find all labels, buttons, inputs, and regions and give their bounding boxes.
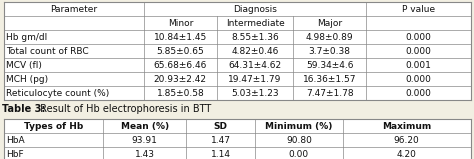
Text: Table 3:: Table 3: — [2, 104, 46, 114]
Text: 0.00: 0.00 — [289, 150, 309, 159]
Text: Reticulocyte count (%): Reticulocyte count (%) — [6, 89, 109, 98]
Bar — [4, 119, 471, 159]
Text: 16.36±1.57: 16.36±1.57 — [303, 75, 356, 84]
Text: 1.85±0.58: 1.85±0.58 — [156, 89, 204, 98]
Text: 4.20: 4.20 — [397, 150, 417, 159]
Text: 0.000: 0.000 — [406, 47, 431, 56]
Text: 59.34±4.6: 59.34±4.6 — [306, 61, 354, 70]
Text: 1.14: 1.14 — [210, 150, 231, 159]
Text: Hb gm/dl: Hb gm/dl — [6, 33, 47, 42]
Text: Total count of RBC: Total count of RBC — [6, 47, 89, 56]
Text: MCH (pg): MCH (pg) — [6, 75, 48, 84]
Text: Major: Major — [317, 19, 342, 28]
Text: HbA: HbA — [6, 136, 25, 145]
Text: 64.31±4.62: 64.31±4.62 — [228, 61, 282, 70]
Text: Maximum: Maximum — [382, 122, 431, 131]
Text: 10.84±1.45: 10.84±1.45 — [154, 33, 207, 42]
Text: P value: P value — [402, 5, 435, 14]
Text: Intermediate: Intermediate — [226, 19, 284, 28]
Text: Diagnosis: Diagnosis — [233, 5, 277, 14]
Text: 4.98±0.89: 4.98±0.89 — [306, 33, 354, 42]
Text: 1.43: 1.43 — [135, 150, 155, 159]
Text: 0.001: 0.001 — [406, 61, 431, 70]
Text: 19.47±1.79: 19.47±1.79 — [228, 75, 282, 84]
Text: 1.47: 1.47 — [210, 136, 231, 145]
Text: Result of Hb electrophoresis in BTT: Result of Hb electrophoresis in BTT — [37, 104, 211, 114]
Text: 8.55±1.36: 8.55±1.36 — [231, 33, 279, 42]
Text: 0.000: 0.000 — [406, 89, 431, 98]
Text: 0.000: 0.000 — [406, 33, 431, 42]
Text: 96.20: 96.20 — [394, 136, 419, 145]
Text: HbF: HbF — [6, 150, 24, 159]
Text: SD: SD — [214, 122, 228, 131]
Text: Parameter: Parameter — [50, 5, 97, 14]
Text: Types of Hb: Types of Hb — [24, 122, 83, 131]
Text: 5.03±1.23: 5.03±1.23 — [231, 89, 279, 98]
Text: 65.68±6.46: 65.68±6.46 — [154, 61, 207, 70]
Text: Minimum (%): Minimum (%) — [265, 122, 333, 131]
Text: MCV (fl): MCV (fl) — [6, 61, 42, 70]
Text: 20.93±2.42: 20.93±2.42 — [154, 75, 207, 84]
Text: Minor: Minor — [168, 19, 193, 28]
Text: 5.85±0.65: 5.85±0.65 — [156, 47, 204, 56]
Text: 7.47±1.78: 7.47±1.78 — [306, 89, 354, 98]
Text: Mean (%): Mean (%) — [121, 122, 169, 131]
Text: 4.82±0.46: 4.82±0.46 — [231, 47, 279, 56]
Text: 90.80: 90.80 — [286, 136, 312, 145]
Text: 0.000: 0.000 — [406, 75, 431, 84]
Text: 3.7±0.38: 3.7±0.38 — [309, 47, 351, 56]
Bar — [4, 2, 471, 100]
Text: 93.91: 93.91 — [132, 136, 158, 145]
